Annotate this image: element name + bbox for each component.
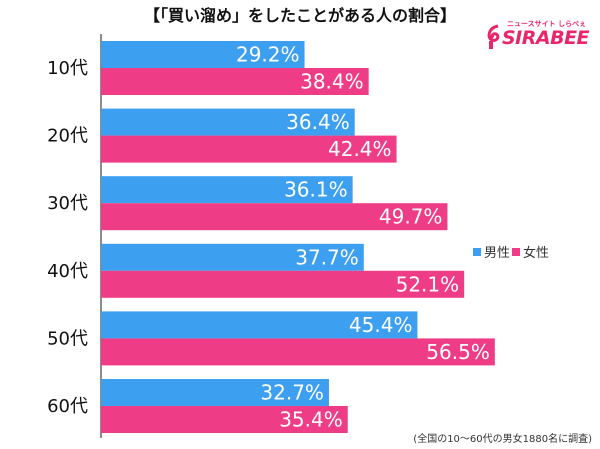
bar	[101, 203, 448, 231]
bar	[101, 379, 329, 406]
chart-legend: 男性 女性	[470, 241, 553, 262]
legend-label-female: 女性	[523, 246, 550, 261]
category-label: 40代	[47, 261, 88, 282]
data-label: 37.7%	[295, 245, 359, 269]
category-label: 30代	[47, 193, 88, 214]
legend-label-male: 男性	[484, 246, 511, 261]
bar	[101, 68, 369, 95]
bar	[101, 41, 305, 68]
source-note: (全国の10〜60代の男女1880名に調査)	[413, 434, 592, 445]
data-label: 36.4%	[286, 110, 350, 134]
chart-title: 【「買い溜め」をしたことがある人の割合】	[143, 6, 456, 25]
data-label: 42.4%	[328, 137, 392, 161]
category-label: 60代	[47, 396, 88, 417]
bar	[101, 270, 465, 298]
data-label: 38.4%	[300, 70, 364, 94]
logo-swirl-icon	[487, 24, 500, 49]
logo-subtitle: ニュースサイト しらべぇ	[507, 20, 587, 28]
logo-text: SIRABEE	[502, 27, 590, 49]
data-label: 32.7%	[260, 381, 324, 405]
data-label: 36.1%	[284, 178, 348, 202]
bar	[101, 406, 348, 433]
data-label: 29.2%	[236, 43, 300, 67]
sirabee-logo: ニュースサイト しらべぇ SIRABEE	[485, 20, 590, 50]
bar	[101, 338, 495, 366]
data-label: 45.4%	[349, 313, 413, 337]
category-label: 20代	[47, 126, 88, 147]
bar	[101, 135, 397, 163]
legend-swatch-female	[512, 247, 521, 256]
bar	[101, 311, 418, 339]
category-label: 50代	[47, 328, 88, 349]
bar	[101, 108, 355, 136]
bar	[101, 176, 353, 204]
bar	[101, 243, 364, 271]
data-label: 52.1%	[396, 272, 460, 296]
data-label: 56.5%	[426, 340, 490, 364]
legend-swatch-male	[473, 247, 481, 256]
data-label: 35.4%	[279, 408, 343, 432]
category-label: 10代	[47, 58, 88, 79]
data-label: 49.7%	[379, 205, 443, 229]
